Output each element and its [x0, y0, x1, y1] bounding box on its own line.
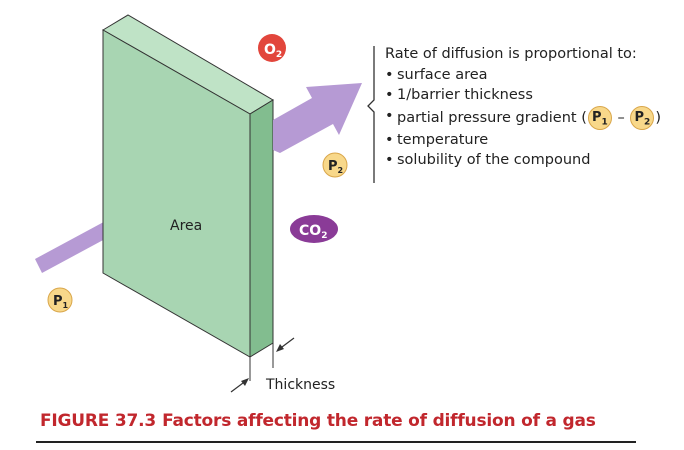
factor-solubility: solubility of the compound	[385, 150, 680, 171]
membrane-side-face	[249, 99, 274, 358]
figure-caption: FIGURE 37.3 Factors affecting the rate of…	[40, 411, 596, 431]
p2-subscript: 2	[338, 166, 344, 175]
p1-subscript: 1	[63, 301, 69, 310]
carbon-dioxide-molecule-icon: CO2	[290, 215, 338, 243]
pressure-gradient-text: partial pressure gradient (	[397, 109, 587, 126]
svg-text:P1: P1	[53, 294, 69, 310]
thickness-arrowhead-left	[241, 378, 249, 386]
oxygen-molecule-icon: O2	[258, 34, 286, 62]
oxygen-subscript: 2	[276, 50, 282, 60]
pressure-p1-icon: P1	[47, 287, 73, 313]
gradient-minus: –	[617, 109, 625, 126]
area-label: Area	[170, 218, 202, 234]
p2-symbol: P	[328, 159, 338, 174]
gradient-close-paren: )	[655, 109, 662, 126]
oxygen-symbol: O	[264, 42, 276, 58]
factor-temperature: temperature	[385, 130, 680, 151]
p1-symbol: P	[53, 294, 63, 309]
co2-subscript: 2	[321, 231, 327, 241]
figure-number: FIGURE 37.3	[40, 411, 157, 431]
diffusion-factors-list: Rate of diffusion is proportional to: su…	[385, 44, 680, 171]
svg-text:P2: P2	[328, 159, 343, 175]
factor-barrier-thickness: 1/barrier thickness	[385, 85, 680, 106]
figure-title: Factors affecting the rate of diffusion …	[162, 411, 596, 431]
svg-text:CO2: CO2	[299, 223, 327, 241]
gradient-p2-icon: P2	[630, 105, 655, 130]
pressure-p2-icon: P2	[322, 152, 348, 178]
svg-text:O2: O2	[264, 42, 282, 60]
thickness-label: Thickness	[265, 377, 335, 393]
outgoing-arrow	[273, 83, 362, 153]
caption-divider	[36, 441, 636, 443]
factors-bracket	[367, 46, 375, 183]
factor-surface-area: surface area	[385, 65, 680, 86]
gradient-p1-icon: P1	[587, 105, 612, 130]
co2-symbol: CO	[299, 223, 321, 239]
factor-pressure-gradient: partial pressure gradient (P1 – P2)	[385, 105, 680, 130]
thickness-arrowhead-right	[276, 344, 284, 352]
factors-heading: Rate of diffusion is proportional to:	[385, 46, 637, 62]
